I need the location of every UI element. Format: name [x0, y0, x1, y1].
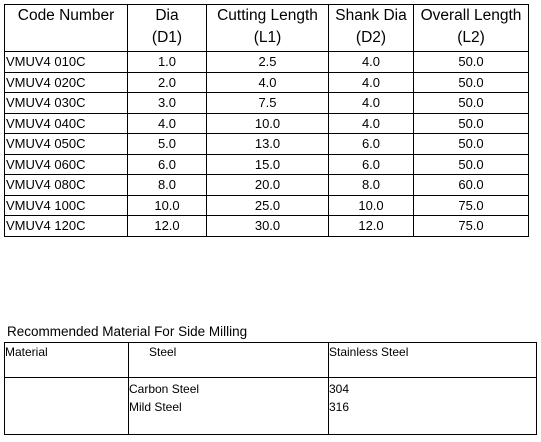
cell: 12.0 — [328, 215, 414, 237]
cell: 304 316 — [328, 377, 537, 435]
cell: 25.0 — [206, 194, 329, 216]
cell — [4, 377, 129, 435]
cell: 50.0 — [413, 112, 529, 134]
cell: 4.0 — [127, 112, 207, 134]
header-cell: Stainless Steel — [328, 342, 537, 378]
row: Carbon Steel Mild Steel 304 316 — [4, 377, 537, 435]
cell-text: 304 — [329, 382, 350, 396]
cell-text: Mild Steel — [129, 400, 182, 414]
cell: 50.0 — [413, 92, 529, 114]
cell: 4.0 — [328, 51, 414, 73]
header-text: (L2) — [457, 29, 485, 46]
cell: VMUV4 020C — [4, 71, 128, 93]
cell: 10.0 — [328, 194, 414, 216]
caption: Recommended Material For Side Milling — [7, 324, 248, 339]
cell: VMUV4 010C — [4, 51, 128, 73]
cell: VMUV4 050C — [4, 133, 128, 155]
header-text: Shank Dia — [335, 7, 407, 24]
cell: 10.0 — [206, 112, 329, 134]
header-cell: Cutting Length (L1) — [206, 4, 329, 52]
cell: 50.0 — [413, 71, 529, 93]
header-text: (D2) — [355, 29, 387, 46]
cell: 15.0 — [206, 153, 329, 175]
tool-table: Code Number Dia (D1) Cutting Length (L1) Shan… — [4, 4, 529, 237]
cell: 6.0 — [127, 153, 207, 175]
row: VMUV4 080C 8.0 20.0 8.0 60.0 — [4, 174, 529, 196]
cell: VMUV4 060C — [4, 153, 128, 175]
cell: 75.0 — [413, 215, 529, 237]
cell: 60.0 — [413, 174, 529, 196]
cell: VMUV4 030C — [4, 92, 128, 114]
cell: VMUV4 100C — [4, 194, 128, 216]
cell: 4.0 — [328, 71, 414, 93]
header-text: Code Number — [17, 7, 115, 24]
cell: 50.0 — [413, 133, 529, 155]
cell-text: 316 — [329, 400, 350, 414]
header-cell: Code Number — [4, 4, 128, 52]
cell: 4.0 — [328, 92, 414, 114]
row: VMUV4 060C 6.0 15.0 6.0 50.0 — [4, 153, 529, 175]
cell: 2.5 — [206, 51, 329, 73]
cell: 50.0 — [413, 153, 529, 175]
header-text: Cutting Length — [217, 7, 318, 24]
cell: 6.0 — [328, 133, 414, 155]
cell: 75.0 — [413, 194, 529, 216]
cell: 2.0 — [127, 71, 207, 93]
header-text: (L1) — [253, 29, 282, 46]
cell: 4.0 — [206, 71, 329, 93]
cell: 4.0 — [328, 112, 414, 134]
cell: 12.0 — [127, 215, 207, 237]
cell: 8.0 — [127, 174, 207, 196]
header-text: Dia — [155, 7, 179, 24]
cell: 13.0 — [206, 133, 329, 155]
row: VMUV4 100C 10.0 25.0 10.0 75.0 — [4, 194, 529, 216]
cell: 10.0 — [127, 194, 207, 216]
material-table: Material Steel Stainless Steel Carbon Steel… — [4, 342, 537, 435]
header-text: Overall Length — [420, 7, 522, 24]
cell: VMUV4 040C — [4, 112, 128, 134]
cell: 6.0 — [328, 153, 414, 175]
cell: 50.0 — [413, 51, 529, 73]
row: VMUV4 030C 3.0 7.5 4.0 50.0 — [4, 92, 529, 114]
row: VMUV4 040C 4.0 10.0 4.0 50.0 — [4, 112, 529, 134]
cell: 3.0 — [127, 92, 207, 114]
row: VMUV4 120C 12.0 30.0 12.0 75.0 — [4, 215, 529, 237]
row: VMUV4 020C 2.0 4.0 4.0 50.0 — [4, 71, 529, 93]
cell: 5.0 — [127, 133, 207, 155]
header-cell: Dia (D1) — [127, 4, 207, 52]
header-cell: Overall Length (L2) — [413, 4, 529, 52]
cell: 7.5 — [206, 92, 329, 114]
cell-text: Carbon Steel — [129, 382, 200, 396]
row: VMUV4 050C 5.0 13.0 6.0 50.0 — [4, 133, 529, 155]
cell: 8.0 — [328, 174, 414, 196]
cell: 30.0 — [206, 215, 329, 237]
row: VMUV4 010C 1.0 2.5 4.0 50.0 — [4, 51, 529, 73]
cell: VMUV4 120C — [4, 215, 128, 237]
header-row: Material Steel Stainless Steel — [4, 342, 537, 378]
header-cell: Shank Dia (D2) — [328, 4, 414, 52]
header-text: (D1) — [151, 29, 183, 46]
cell: Carbon Steel Mild Steel — [128, 377, 329, 435]
cell: 20.0 — [206, 174, 329, 196]
header-cell: Steel — [128, 342, 329, 378]
header-cell: Material — [4, 342, 129, 378]
cell: VMUV4 080C — [4, 174, 128, 196]
cell: 1.0 — [127, 51, 207, 73]
